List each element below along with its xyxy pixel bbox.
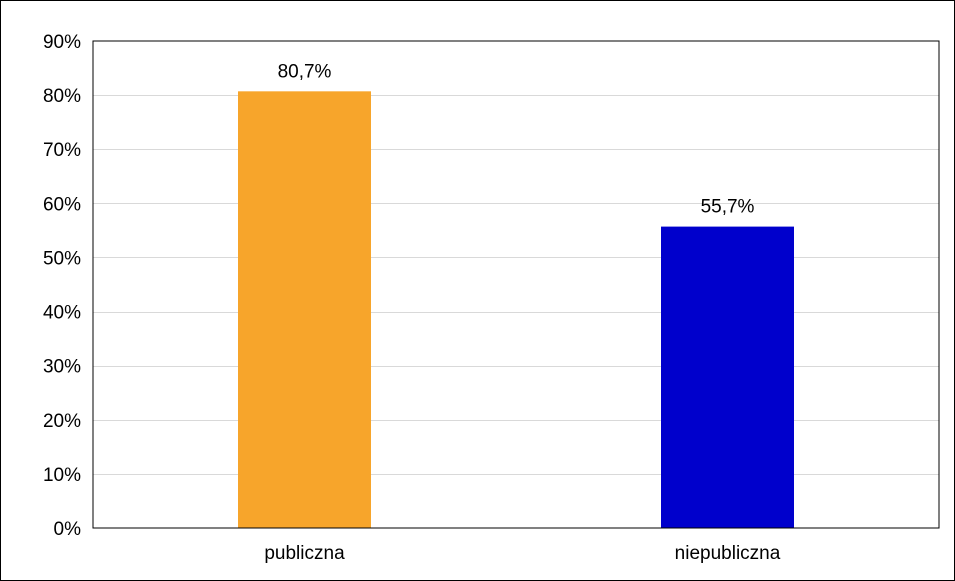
- gridlines: [93, 95, 939, 475]
- y-tick-label-4: 40%: [43, 303, 81, 324]
- bars: [238, 91, 794, 528]
- data-label-niepubliczna: 55,7%: [701, 197, 755, 218]
- y-tick-label-1: 10%: [43, 465, 81, 486]
- y-tick-label-7: 70%: [43, 140, 81, 161]
- y-tick-label-2: 20%: [43, 411, 81, 432]
- y-tick-label-0: 0%: [54, 519, 82, 540]
- x-axis-categories: publiczna niepubliczna: [264, 543, 780, 564]
- y-tick-label-9: 90%: [43, 32, 81, 53]
- category-label-publiczna: publiczna: [264, 543, 345, 564]
- category-label-niepubliczna: niepubliczna: [675, 543, 781, 564]
- y-tick-label-5: 50%: [43, 248, 81, 269]
- y-tick-label-8: 80%: [43, 86, 81, 107]
- y-axis-ticks: 0% 10% 20% 30% 40% 50% 60% 70% 80% 90%: [43, 32, 81, 540]
- data-labels: 80,7% 55,7%: [278, 61, 755, 217]
- y-tick-label-3: 30%: [43, 357, 81, 378]
- data-label-publiczna: 80,7%: [278, 61, 332, 82]
- bar-publiczna: [238, 91, 371, 528]
- bar-niepubliczna: [661, 226, 794, 528]
- y-tick-label-6: 60%: [43, 194, 81, 215]
- plot-area: [92, 40, 940, 529]
